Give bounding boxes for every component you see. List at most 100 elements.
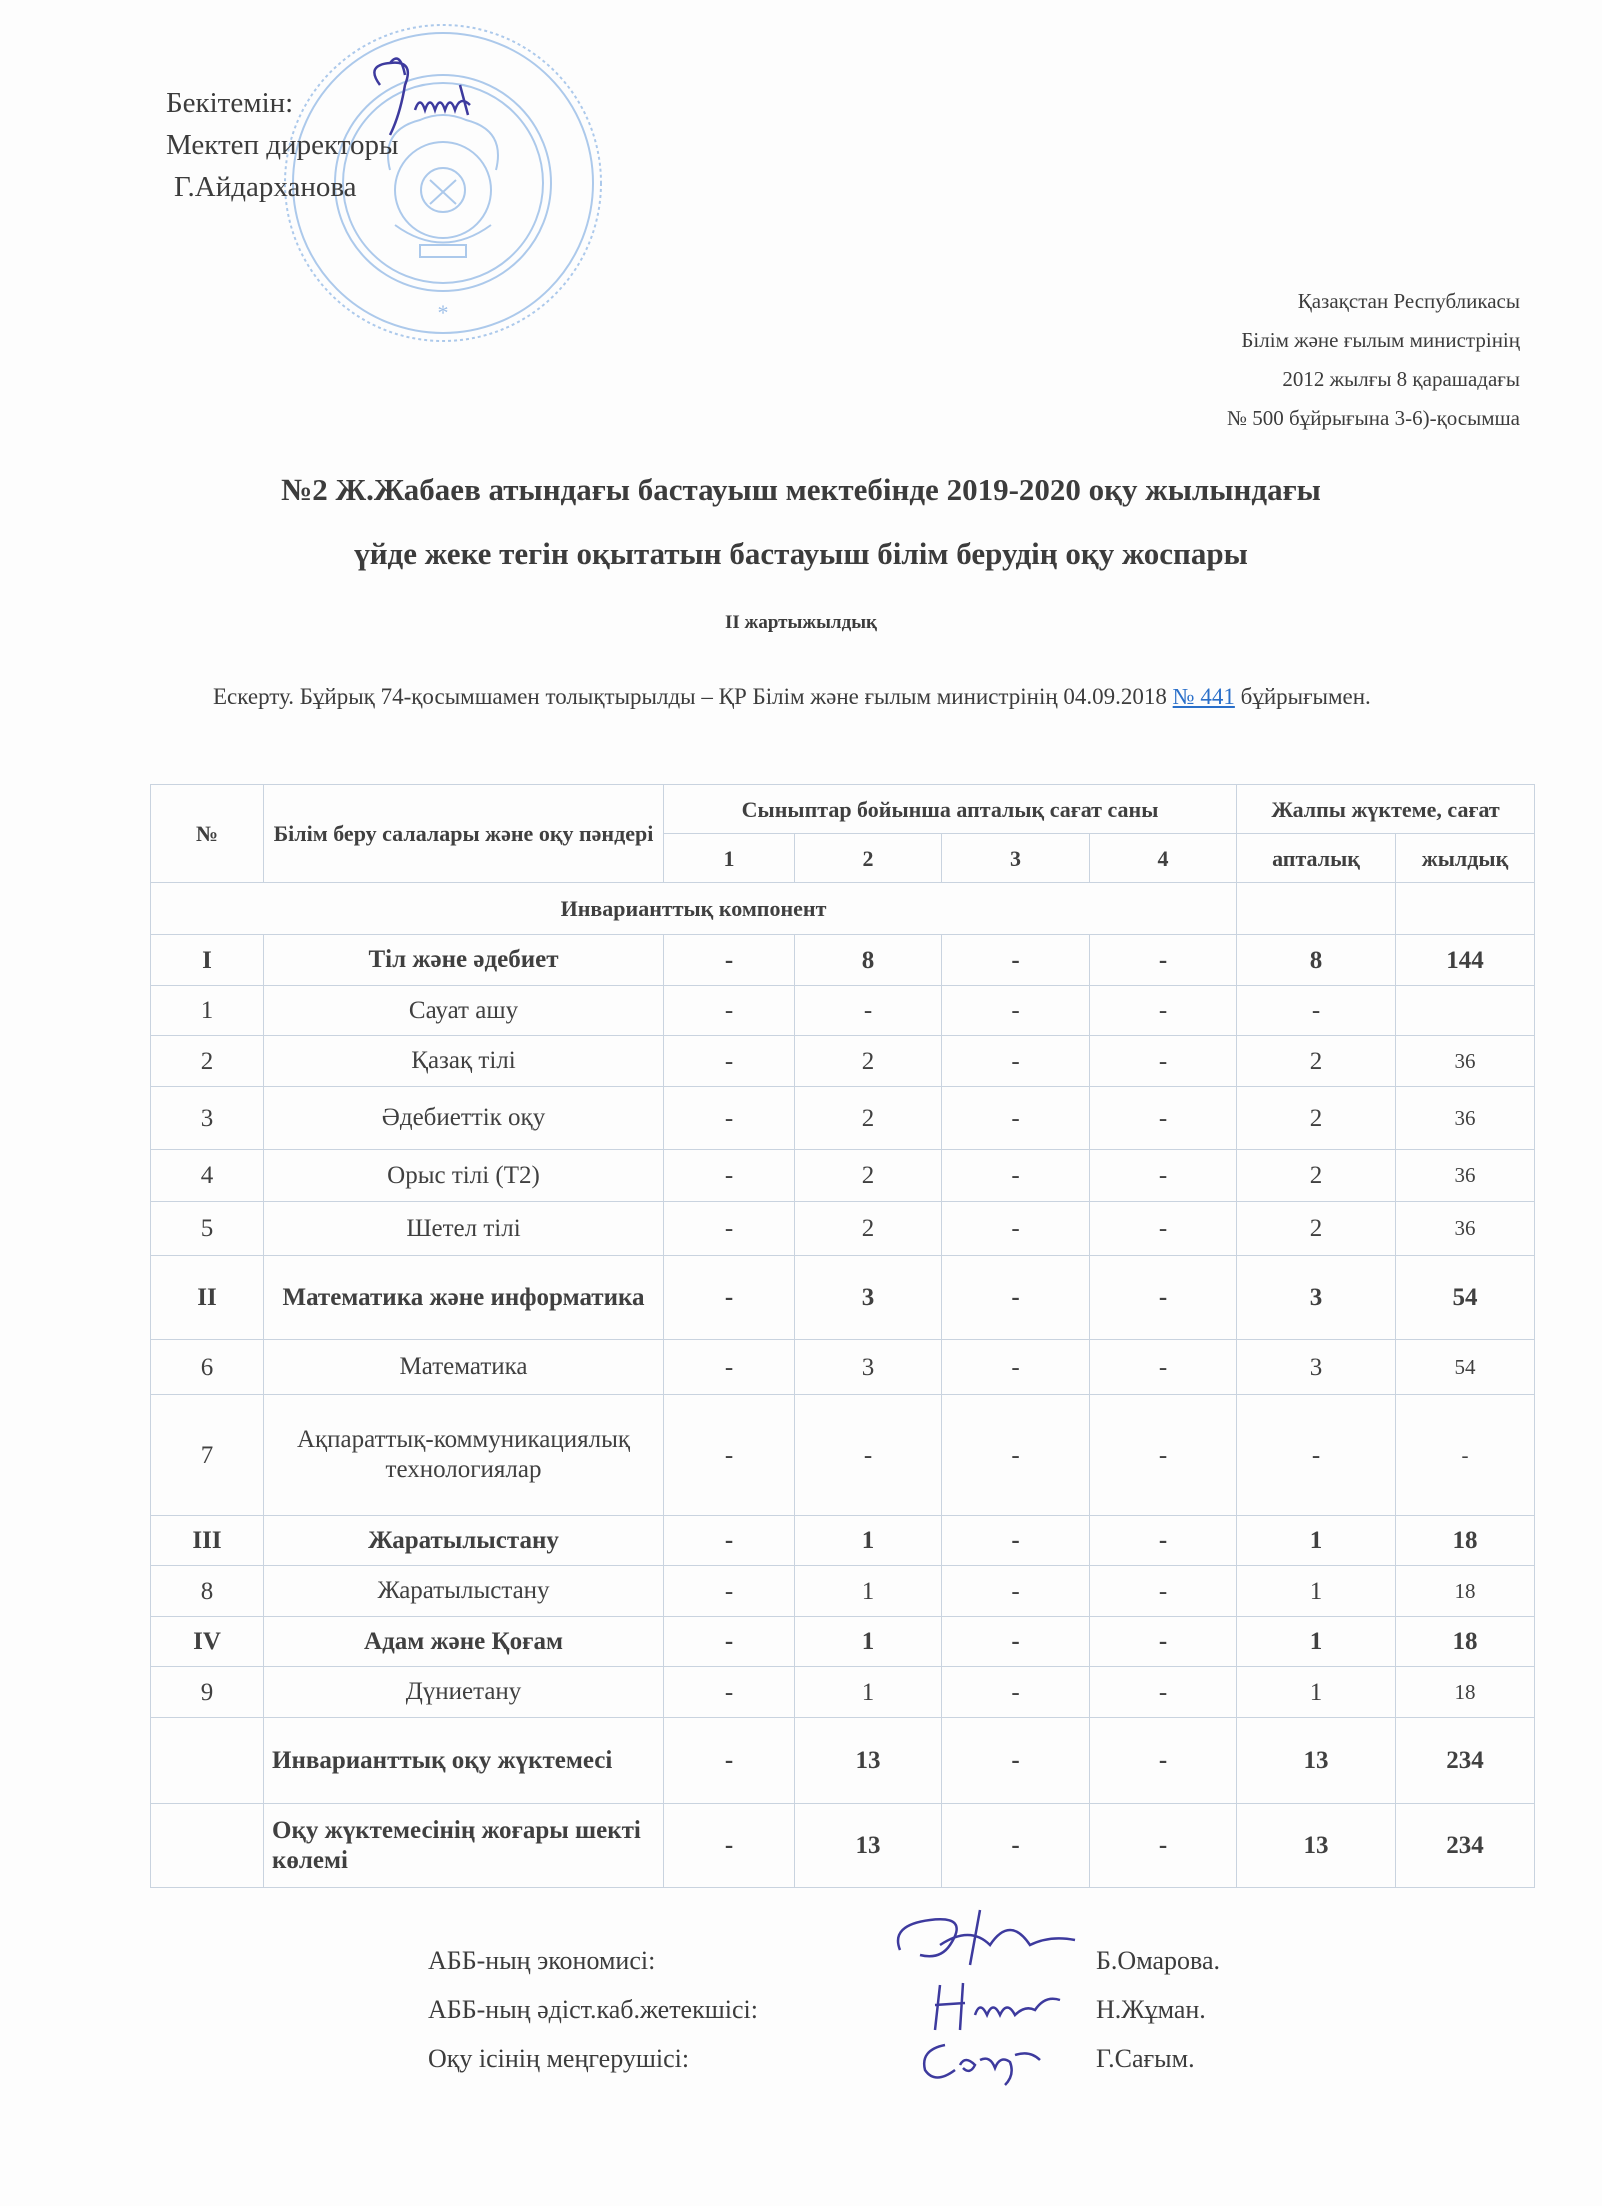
grade-2-hours: 2 bbox=[794, 1201, 942, 1256]
signature-row: АББ-ның әдіст.каб.жетекшісі: Н.Жұман. bbox=[428, 1985, 1288, 2034]
weekly-total: 8 bbox=[1236, 934, 1397, 986]
grade-3-hours: - bbox=[941, 1339, 1090, 1395]
semester-subtitle: II жартыжылдық bbox=[725, 612, 877, 633]
row-number: 5 bbox=[150, 1201, 264, 1256]
header-grade: 1 bbox=[663, 833, 795, 883]
signature-row: АББ-ның экономисі: Б.Омарова. bbox=[428, 1936, 1288, 1985]
grade-4-hours: - bbox=[1088, 1086, 1238, 1150]
subject-name: Ақпараттық-коммуникациялық технологиялар bbox=[263, 1394, 664, 1516]
subject-name: Сауат ашу bbox=[263, 985, 664, 1036]
grade-2-hours: 3 bbox=[794, 1255, 942, 1340]
grade-1-hours: - bbox=[663, 1394, 795, 1516]
grade-3-hours: - bbox=[941, 1565, 1090, 1617]
grade-4-hours: - bbox=[1088, 1565, 1238, 1617]
row-number bbox=[150, 1717, 264, 1804]
yearly-total: 234 bbox=[1395, 1803, 1536, 1888]
weekly-total: 2 bbox=[1236, 1035, 1397, 1087]
row-number: 8 bbox=[150, 1565, 264, 1617]
table-row: I Тіл және әдебиет -8- -8 144 bbox=[150, 934, 1536, 986]
grade-2-hours: 1 bbox=[794, 1565, 942, 1617]
yearly-total: - bbox=[1395, 1394, 1536, 1516]
subject-name: Адам және Қоғам bbox=[263, 1616, 664, 1667]
header-grade: 4 bbox=[1088, 833, 1238, 883]
yearly-total bbox=[1395, 985, 1536, 1036]
yearly-total: 144 bbox=[1395, 934, 1536, 986]
grade-1-hours: - bbox=[663, 1339, 795, 1395]
appendix-line: 2012 жылғы 8 қарашадағы bbox=[1282, 367, 1520, 391]
table-row: 4 Орыс тілі (Т2) -2- -2 36 bbox=[150, 1149, 1536, 1202]
grade-3-hours: - bbox=[941, 1616, 1090, 1667]
subject-name: Шетел тілі bbox=[263, 1201, 664, 1256]
row-number: 1 bbox=[150, 985, 264, 1036]
section-row: Инварианттық компонент bbox=[149, 882, 1536, 935]
grade-2-hours: - bbox=[794, 985, 942, 1036]
curriculum-table: № Білім беру салалары және оқу пәндері С… bbox=[149, 784, 1536, 1888]
grade-3-hours: - bbox=[941, 1515, 1090, 1566]
order-link[interactable]: № 441 bbox=[1172, 684, 1235, 709]
grade-1-hours: - bbox=[663, 985, 795, 1036]
yearly-total: 36 bbox=[1395, 1201, 1536, 1256]
signature-omarova bbox=[896, 1909, 1076, 1966]
appendix-line: Қазақстан Республикасы bbox=[1297, 289, 1520, 313]
empty-cell bbox=[1236, 882, 1397, 935]
grade-1-hours: - bbox=[663, 934, 795, 986]
grade-1-hours: - bbox=[663, 1717, 795, 1804]
grade-1-hours: - bbox=[663, 1201, 795, 1256]
table-row: 8 Жаратылыстану -1- -1 18 bbox=[150, 1565, 1536, 1617]
grade-4-hours: - bbox=[1088, 1515, 1238, 1566]
approval-block: Бекітемін: Мектеп директоры Г.Айдарханов… bbox=[166, 82, 398, 208]
note: Ескерту. Бұйрық 74-қосымшамен толықтырыл… bbox=[150, 678, 1450, 715]
signer-role: Оқу ісінің меңгерушісі: bbox=[428, 2044, 690, 2073]
header-grades-group: Сыныптар бойынша апталық сағат саны bbox=[662, 784, 1238, 834]
table-row: 5 Шетел тілі -2- -2 36 bbox=[150, 1201, 1536, 1256]
signer-name: Н.Жұман. bbox=[1096, 1995, 1206, 2024]
header-subject: Білім беру салалары және оқу пәндері bbox=[263, 784, 664, 883]
row-number: 7 bbox=[150, 1394, 264, 1516]
grade-4-hours: - bbox=[1088, 1035, 1238, 1087]
row-number: II bbox=[150, 1255, 264, 1340]
grade-4-hours: - bbox=[1088, 1201, 1238, 1256]
grade-2-hours: 3 bbox=[794, 1339, 942, 1395]
grade-3-hours: - bbox=[941, 1666, 1090, 1718]
weekly-total: 3 bbox=[1236, 1339, 1397, 1395]
weekly-total: - bbox=[1236, 1394, 1397, 1516]
grade-1-hours: - bbox=[663, 1666, 795, 1718]
grade-4-hours: - bbox=[1088, 934, 1238, 986]
appendix-line: Білім және ғылым министрінің bbox=[1241, 328, 1520, 352]
weekly-total: - bbox=[1236, 985, 1397, 1036]
page-title: №2 Ж.Жабаев атындағы бастауыш мектебінде… bbox=[281, 472, 1321, 507]
grade-2-hours: 2 bbox=[794, 1086, 942, 1150]
grade-1-hours: - bbox=[663, 1616, 795, 1667]
grade-3-hours: - bbox=[941, 1394, 1090, 1516]
grade-4-hours: - bbox=[1088, 1803, 1238, 1888]
grade-1-hours: - bbox=[663, 1149, 795, 1202]
yearly-total: 18 bbox=[1395, 1515, 1536, 1566]
table-row: 6 Математика -3- -3 54 bbox=[150, 1339, 1536, 1395]
weekly-total: 2 bbox=[1236, 1201, 1397, 1256]
weekly-total: 1 bbox=[1236, 1666, 1397, 1718]
subject-name: Қазақ тілі bbox=[263, 1035, 664, 1087]
subject-name: Жаратылыстану bbox=[263, 1515, 664, 1566]
approval-position: Мектеп директоры bbox=[166, 129, 399, 161]
weekly-total: 1 bbox=[1236, 1616, 1397, 1667]
grade-3-hours: - bbox=[941, 934, 1090, 986]
grade-4-hours: - bbox=[1088, 1666, 1238, 1718]
note-text: Ескерту. Бұйрық 74-қосымшамен толықтырыл… bbox=[213, 684, 1173, 709]
grade-1-hours: - bbox=[663, 1086, 795, 1150]
signer-role: АББ-ның әдіст.каб.жетекшісі: bbox=[428, 1995, 758, 2024]
table-row: II Математика және информатика -3- -3 54 bbox=[150, 1255, 1536, 1340]
grade-2-hours: 1 bbox=[794, 1515, 942, 1566]
row-number: 2 bbox=[150, 1035, 264, 1087]
appendix-reference: Қазақстан Республикасы Білім және ғылым … bbox=[1227, 282, 1520, 438]
yearly-total: 18 bbox=[1395, 1666, 1536, 1718]
row-number: 9 bbox=[150, 1666, 264, 1718]
table-row: IV Адам және Қоғам -1- -1 18 bbox=[150, 1616, 1536, 1667]
grade-4-hours: - bbox=[1088, 1616, 1238, 1667]
table-row: Инварианттық оқу жүктемесі -13- -13 234 bbox=[150, 1717, 1536, 1804]
subject-name: Математика bbox=[263, 1339, 664, 1395]
row-number: I bbox=[150, 934, 264, 986]
director-signature bbox=[373, 57, 471, 136]
grade-2-hours: 2 bbox=[794, 1149, 942, 1202]
subject-name: Әдебиеттік оқу bbox=[263, 1086, 664, 1150]
row-number bbox=[150, 1803, 264, 1888]
